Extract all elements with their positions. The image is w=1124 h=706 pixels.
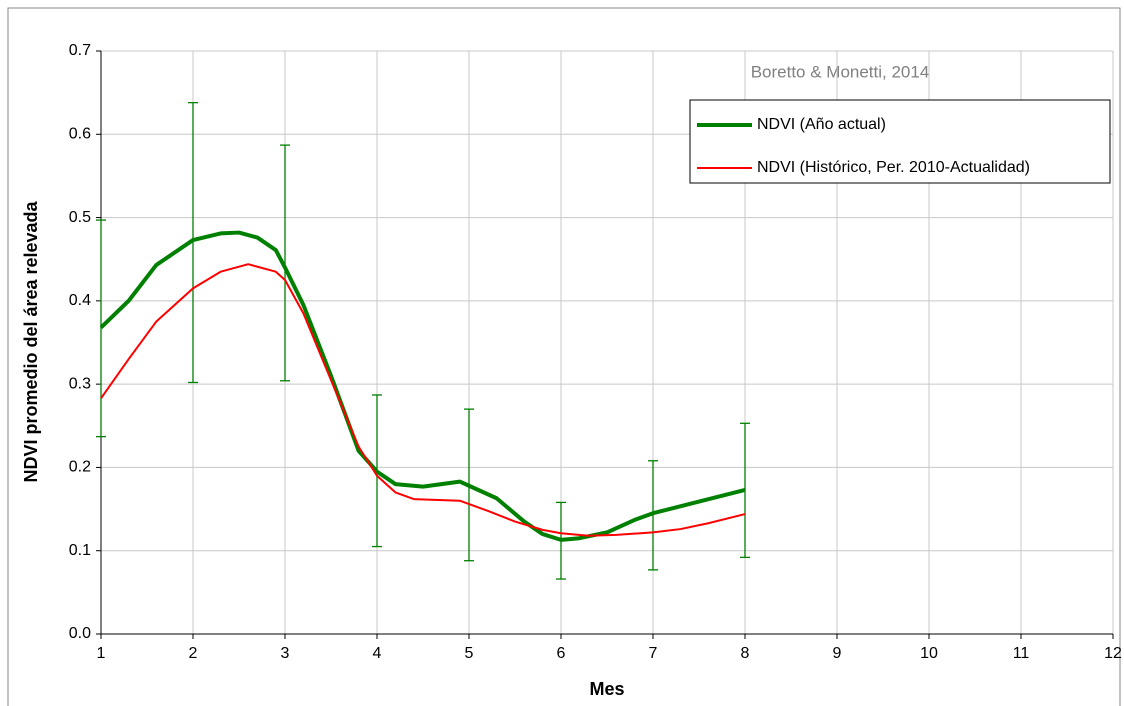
error-bar (280, 144, 290, 382)
x-tick-label: 8 (741, 645, 750, 662)
y-tick-label: 0.7 (69, 42, 91, 59)
y-tick-label: 0.0 (69, 625, 91, 642)
x-tick-label: 9 (833, 645, 842, 662)
y-tick-label: 0.4 (69, 292, 91, 309)
y-tick-label: 0.6 (69, 126, 91, 143)
x-tick-label: 11 (1013, 645, 1030, 662)
x-tick-label: 1 (97, 645, 106, 662)
legend-label: NDVI (Año actual) (757, 116, 886, 133)
data-line (99, 230, 746, 542)
y-axis-label: NDVI promedio del área relevada (21, 200, 41, 482)
y-tick-label: 0.5 (69, 209, 91, 226)
data-line (100, 263, 746, 537)
x-tick-label: 12 (1104, 645, 1122, 662)
x-tick-label: 5 (465, 645, 474, 662)
x-tick-label: 7 (649, 645, 658, 662)
x-axis-label: Mes (589, 679, 624, 699)
x-tick-label: 10 (920, 645, 938, 662)
chart-frame (7, 7, 1121, 706)
x-tick-label: 4 (373, 645, 382, 662)
y-tick-label: 0.3 (69, 375, 91, 392)
y-tick-label: 0.2 (69, 459, 91, 476)
legend-box (689, 99, 1111, 184)
error-bar (96, 219, 106, 438)
annotation: Boretto & Monetti, 2014 (751, 62, 930, 81)
x-tick-label: 6 (557, 645, 566, 662)
y-tick-label: 0.1 (69, 542, 91, 559)
x-tick-label: 2 (189, 645, 198, 662)
error-bar (188, 101, 198, 384)
legend-label: NDVI (Histórico, Per. 2010-Actualidad) (757, 159, 1030, 176)
x-tick-label: 3 (281, 645, 290, 662)
